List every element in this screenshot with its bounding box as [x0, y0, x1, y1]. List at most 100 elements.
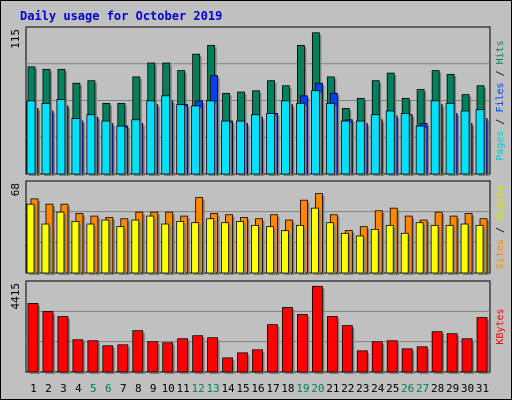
visits-bar-day-19-fill: [296, 224, 304, 274]
kbytes-bar-day-2: [42, 311, 55, 374]
x-tick-day-15: 15: [236, 382, 249, 395]
visits-bar-day-30: [460, 223, 471, 275]
panel-1-side-label-part: Files: [495, 82, 506, 112]
pages-bar-day-26-fill: [400, 113, 410, 175]
pages-bar-day-22-fill: [340, 120, 350, 175]
visits-bar-day-27-fill: [415, 222, 424, 274]
x-tick-day-22: 22: [341, 382, 354, 395]
kbytes-bar-day-28-fill: [431, 331, 443, 373]
kbytes-bar-day-19-fill: [297, 314, 308, 373]
visits-bar-day-9-fill: [146, 215, 155, 274]
pages-bar-day-22: [340, 120, 352, 176]
visits-bar-day-14-fill: [221, 222, 229, 274]
kbytes-bar-day-3: [57, 316, 70, 374]
visits-bar-day-18-fill: [281, 230, 289, 274]
visits-bar-day-8-fill: [131, 219, 140, 274]
visits-bar-day-5-fill: [86, 223, 95, 274]
pages-bar-day-24-fill: [370, 114, 380, 175]
kbytes-bar-day-28: [431, 331, 445, 374]
visits-bar-day-30-fill: [460, 223, 469, 274]
pages-bar-day-17-fill: [266, 113, 275, 175]
x-tick-day-13: 13: [206, 382, 219, 395]
visits-bar-day-17: [266, 226, 276, 275]
kbytes-bar-day-12: [192, 335, 205, 374]
pages-bar-day-5-fill: [86, 114, 96, 175]
kbytes-bar-day-6: [102, 345, 115, 374]
pages-bar-day-3: [56, 99, 67, 176]
visits-bar-day-4: [71, 220, 81, 275]
visits-bar-day-17-fill: [266, 226, 274, 274]
pages-bar-day-21: [325, 102, 337, 176]
pages-bar-day-31: [475, 109, 487, 176]
visits-bar-day-16-fill: [251, 224, 259, 274]
kbytes-bar-day-2-fill: [42, 311, 54, 373]
panel-3-side-label: KBytes: [495, 308, 506, 344]
visits-bar-day-21: [325, 222, 336, 275]
pages-bar-day-19-fill: [296, 102, 305, 175]
x-tick-day-12: 12: [192, 382, 205, 395]
pages-bar-day-19: [296, 102, 307, 176]
kbytes-bar-day-23: [356, 350, 370, 374]
x-tick-day-25: 25: [386, 382, 399, 395]
visits-bar-day-10-fill: [161, 223, 170, 274]
visits-bar-day-11-fill: [176, 220, 185, 274]
panel-2-side-label-part: Sites: [495, 239, 506, 269]
pages-bar-day-27: [415, 125, 427, 176]
pages-bar-day-30-fill: [460, 110, 470, 175]
pages-bar-day-15: [236, 120, 247, 176]
x-tick-day-24: 24: [371, 382, 385, 395]
panel-2-side-label-part: /: [495, 221, 506, 239]
pages-bar-day-9-fill: [146, 100, 156, 175]
kbytes-bar-day-18-fill: [282, 307, 293, 373]
pages-bar-day-31-fill: [475, 109, 485, 175]
visits-bar-day-12: [191, 222, 201, 275]
kbytes-bar-day-15-fill: [237, 352, 248, 373]
pages-bar-day-21-fill: [325, 102, 335, 175]
pages-bar-day-12: [191, 105, 202, 176]
x-tick-day-29: 29: [446, 382, 459, 395]
x-tick-day-27: 27: [416, 382, 429, 395]
kbytes-bar-day-11: [177, 338, 190, 374]
kbytes-bar-day-27-fill: [416, 346, 428, 373]
kbytes-bar-day-20-fill: [311, 285, 323, 373]
visits-bar-day-11: [176, 220, 186, 275]
panel-3-ytick-max: 4415: [9, 283, 22, 310]
pages-bar-day-13-fill: [206, 100, 216, 175]
visits-bar-day-23: [355, 235, 366, 275]
visits-bar-day-23-fill: [355, 235, 364, 274]
kbytes-bar-day-5: [87, 340, 100, 374]
pages-bar-day-14: [221, 120, 232, 176]
x-tick-day-10: 10: [162, 382, 175, 395]
x-tick-day-6: 6: [105, 382, 112, 395]
pages-bar-day-4-fill: [71, 118, 81, 175]
pages-bar-day-13: [206, 100, 217, 176]
kbytes-bar-day-25: [386, 340, 400, 374]
x-tick-day-18: 18: [281, 382, 294, 395]
visits-bar-day-2-fill: [41, 223, 50, 274]
panel-1-side-label-part: /: [495, 64, 506, 82]
kbytes-bar-day-14: [222, 357, 235, 374]
pages-bar-day-1: [26, 100, 37, 176]
pages-bar-day-10-fill: [161, 95, 171, 175]
visits-bar-day-5: [86, 223, 96, 275]
kbytes-bar-day-17-fill: [267, 324, 278, 373]
pages-bar-day-6: [101, 120, 112, 176]
pages-bar-day-10: [161, 95, 172, 176]
visits-bar-day-9: [146, 215, 156, 275]
x-tick-day-1: 1: [30, 382, 37, 395]
x-tick-day-23: 23: [356, 382, 369, 395]
pages-bar-day-7-fill: [116, 125, 126, 175]
x-tick-day-21: 21: [326, 382, 339, 395]
panel-1-side-label: Pages / Files / Hits: [495, 40, 506, 160]
visits-bar-day-29: [445, 224, 456, 275]
pages-bar-day-26: [400, 113, 412, 176]
x-tick-day-31: 31: [476, 382, 489, 395]
x-tick-day-17: 17: [266, 382, 279, 395]
kbytes-bar-day-23-fill: [356, 350, 368, 373]
panel-1-side-label-part: Pages: [495, 131, 506, 161]
x-tick-day-30: 30: [461, 382, 474, 395]
kbytes-bar-day-7-fill: [117, 344, 129, 373]
kbytes-bar-day-13: [207, 337, 220, 374]
x-tick-day-19: 19: [296, 382, 309, 395]
